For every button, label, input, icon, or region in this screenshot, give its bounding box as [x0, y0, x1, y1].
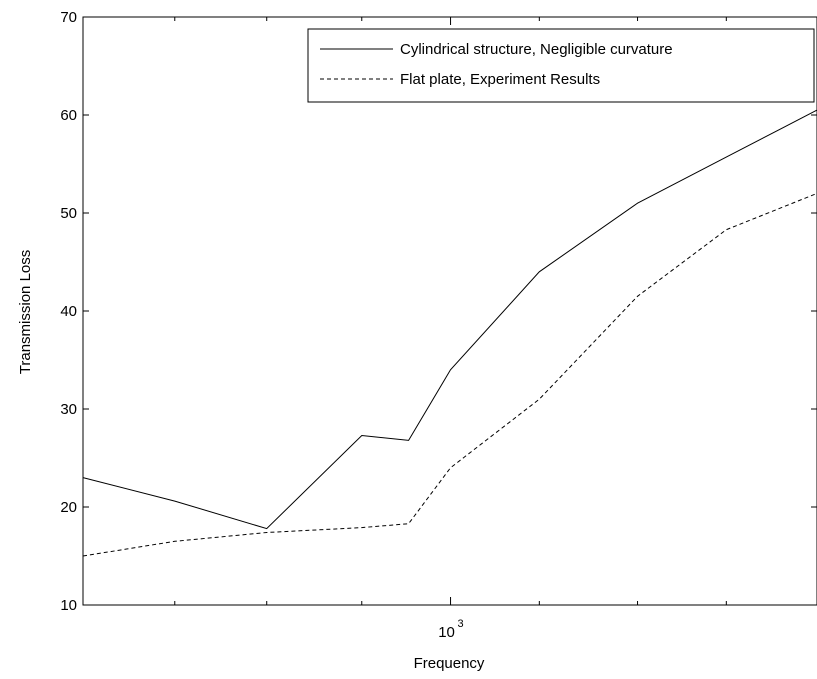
x-tick-label: 10 [438, 624, 455, 641]
y-tick-label: 20 [60, 499, 77, 516]
legend-box [307, 28, 815, 103]
y-tick-label: 10 [60, 597, 77, 614]
y-tick-label: 60 [60, 107, 77, 124]
series-line-1 [82, 109, 817, 530]
x-axis-label: Frequency [414, 655, 485, 672]
plot-frame [82, 16, 817, 606]
y-tick-label: 50 [60, 205, 77, 222]
legend-label-2: Flat plate, Experiment Results [400, 71, 600, 88]
y-axis-label: Transmission Loss [17, 250, 34, 374]
legend-label-1: Cylindrical structure, Negligible curvat… [400, 41, 673, 58]
series-line-2 [82, 192, 817, 557]
y-tick-label: 70 [60, 9, 77, 26]
legend: Cylindrical structure, Negligible curvat… [307, 28, 815, 103]
x-tick-exponent: 3 [457, 618, 463, 630]
y-tick-label: 30 [60, 401, 77, 418]
y-tick-label: 40 [60, 303, 77, 320]
